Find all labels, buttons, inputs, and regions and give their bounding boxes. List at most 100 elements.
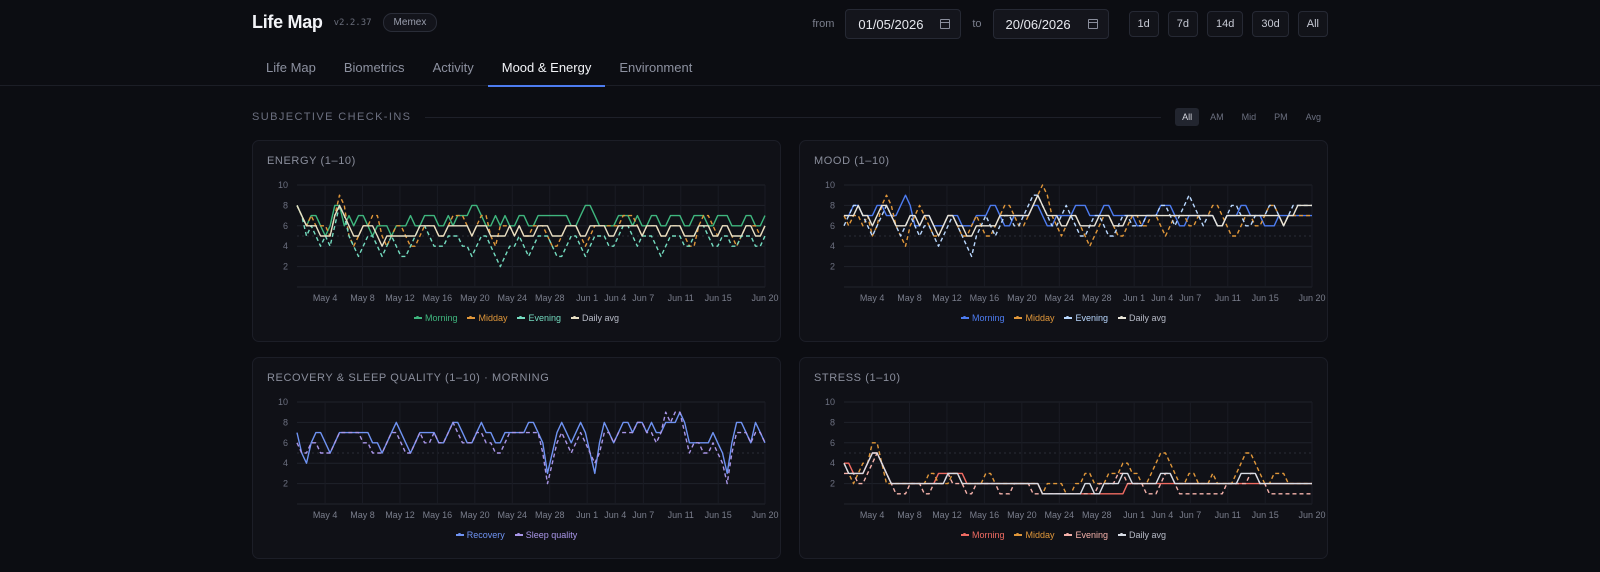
app-header: Life Map v2.2.37 Memex from 01/05/2026 t… — [0, 0, 1600, 87]
range-button-30d[interactable]: 30d — [1252, 11, 1289, 37]
x-tick-label: May 4 — [313, 510, 338, 520]
x-tick-label: May 12 — [385, 510, 415, 520]
legend-item[interactable]: Morning — [960, 530, 1005, 540]
to-date-value: 20/06/2026 — [1005, 16, 1071, 32]
x-tick-label: Jun 7 — [1179, 293, 1201, 303]
x-tick-label: May 16 — [970, 293, 1000, 303]
legend-swatch — [1014, 315, 1023, 319]
chart-legend: Morning Midday Evening Daily avg — [800, 530, 1327, 540]
recovery-sleep-chart-panel: RECOVERY & SLEEP QUALITY (1–10) · MORNIN… — [252, 357, 781, 559]
y-tick-label: 6 — [283, 221, 288, 231]
legend-swatch — [1064, 532, 1073, 536]
section-header: SUBJECTIVE CHECK-INS All AM Mid PM Avg — [252, 106, 1328, 128]
legend-item[interactable]: Daily avg — [1118, 313, 1166, 323]
y-tick-label: 10 — [278, 180, 288, 190]
y-tick-label: 8 — [830, 200, 835, 210]
x-tick-label: May 28 — [535, 510, 565, 520]
y-tick-label: 4 — [830, 241, 835, 251]
tab-activity[interactable]: Activity — [432, 60, 474, 75]
x-tick-label: May 24 — [498, 293, 528, 303]
energy-chart-panel: ENERGY (1–10) 2 4 6 8 10 May 4 May 8 May 12 May … — [252, 140, 781, 342]
legend-label: Recovery — [466, 530, 505, 540]
series-line-midday — [843, 184, 1312, 247]
workspace-badge[interactable]: Memex — [382, 13, 438, 32]
x-tick-label: Jun 1 — [1123, 510, 1145, 520]
filter-mid[interactable]: Mid — [1241, 112, 1257, 122]
filter-pm[interactable]: PM — [1274, 112, 1288, 122]
range-button-1d[interactable]: 1d — [1128, 11, 1159, 37]
legend-item[interactable]: Midday — [467, 313, 507, 323]
x-tick-label: May 20 — [460, 510, 490, 520]
filter-am[interactable]: AM — [1210, 112, 1224, 122]
legend-label: Daily avg — [1129, 530, 1167, 540]
chart-title: MOOD (1–10) — [814, 155, 890, 167]
legend-item[interactable]: Daily avg — [1118, 530, 1166, 540]
x-tick-label: May 8 — [350, 293, 375, 303]
y-tick-label: 8 — [283, 417, 288, 427]
x-tick-label: May 16 — [423, 293, 453, 303]
legend-swatch — [1118, 315, 1127, 319]
legend-swatch — [1064, 315, 1073, 319]
x-tick-label: May 4 — [860, 510, 885, 520]
tab-biometrics[interactable]: Biometrics — [343, 60, 405, 75]
legend-label: Daily avg — [582, 313, 620, 323]
tab-environment[interactable]: Environment — [619, 60, 693, 75]
section-title: SUBJECTIVE CHECK-INS — [252, 111, 412, 123]
checkin-filter: All AM Mid PM Avg — [1175, 108, 1328, 126]
y-tick-label: 6 — [830, 438, 835, 448]
legend-item[interactable]: Evening — [517, 313, 561, 323]
legend-label: Morning — [424, 313, 458, 323]
legend-item[interactable]: Recovery — [455, 530, 505, 540]
range-button-14d[interactable]: 14d — [1207, 11, 1244, 37]
x-tick-label: May 20 — [1007, 510, 1037, 520]
y-tick-label: 10 — [278, 397, 288, 407]
filter-avg[interactable]: Avg — [1305, 112, 1321, 122]
series-line-daily-avg — [296, 204, 766, 247]
legend-item[interactable]: Morning — [960, 313, 1005, 323]
tab-life-map[interactable]: Life Map — [266, 60, 316, 75]
legend-label: Morning — [971, 530, 1005, 540]
legend-item[interactable]: Evening — [1064, 530, 1108, 540]
legend-label: Sleep quality — [525, 530, 578, 540]
legend-item[interactable]: Midday — [1014, 530, 1054, 540]
chart-title: RECOVERY & SLEEP QUALITY (1–10) · MORNIN… — [267, 372, 550, 384]
x-tick-label: Jun 11 — [668, 510, 694, 520]
legend-swatch — [455, 532, 464, 536]
app-version: v2.2.37 — [333, 17, 372, 28]
x-tick-label: May 24 — [1045, 510, 1075, 520]
range-button-all[interactable]: All — [1297, 11, 1328, 37]
range-button-7d[interactable]: 7d — [1167, 11, 1199, 37]
x-tick-label: May 8 — [897, 510, 922, 520]
tab-mood-energy[interactable]: Mood & Energy — [487, 50, 606, 87]
legend-swatch — [1118, 532, 1127, 536]
legend-item[interactable]: Midday — [1014, 313, 1054, 323]
legend-item[interactable]: Morning — [413, 313, 458, 323]
x-tick-label: Jun 1 — [576, 293, 598, 303]
x-tick-label: Jun 11 — [1215, 293, 1241, 303]
x-tick-label: May 16 — [970, 510, 1000, 520]
legend-item[interactable]: Sleep quality — [514, 530, 578, 540]
x-tick-label: Jun 11 — [668, 293, 694, 303]
to-date-input[interactable]: 20/06/2026 — [992, 9, 1109, 39]
legend-swatch — [517, 315, 526, 319]
filter-all[interactable]: All — [1175, 108, 1200, 126]
legend-item[interactable]: Daily avg — [571, 313, 619, 323]
mood-chart-panel: MOOD (1–10) 2 4 6 8 10 May 4 May 8 May 12 May 16… — [799, 140, 1328, 342]
x-tick-label: May 12 — [932, 510, 962, 520]
x-tick-label: Jun 7 — [632, 293, 654, 303]
from-date-input[interactable]: 01/05/2026 — [845, 9, 962, 39]
x-tick-label: May 12 — [932, 293, 962, 303]
series-line-daily-avg — [843, 452, 1312, 495]
calendar-icon[interactable] — [940, 19, 951, 29]
x-tick-label: Jun 15 — [1252, 293, 1279, 303]
series-line-daily-avg — [844, 194, 1312, 237]
y-tick-label: 10 — [825, 180, 835, 190]
legend-label: Morning — [971, 313, 1005, 323]
legend-item[interactable]: Evening — [1064, 313, 1108, 323]
chart-title: ENERGY (1–10) — [267, 155, 356, 167]
x-tick-label: May 28 — [535, 293, 565, 303]
x-tick-label: Jun 4 — [1151, 510, 1173, 520]
mood-chart: 2 4 6 8 10 May 4 May 8 May 12 May 16 May 20 May 24… — [825, 180, 1326, 303]
calendar-icon[interactable] — [1087, 19, 1098, 29]
series-line-recovery — [296, 411, 766, 475]
